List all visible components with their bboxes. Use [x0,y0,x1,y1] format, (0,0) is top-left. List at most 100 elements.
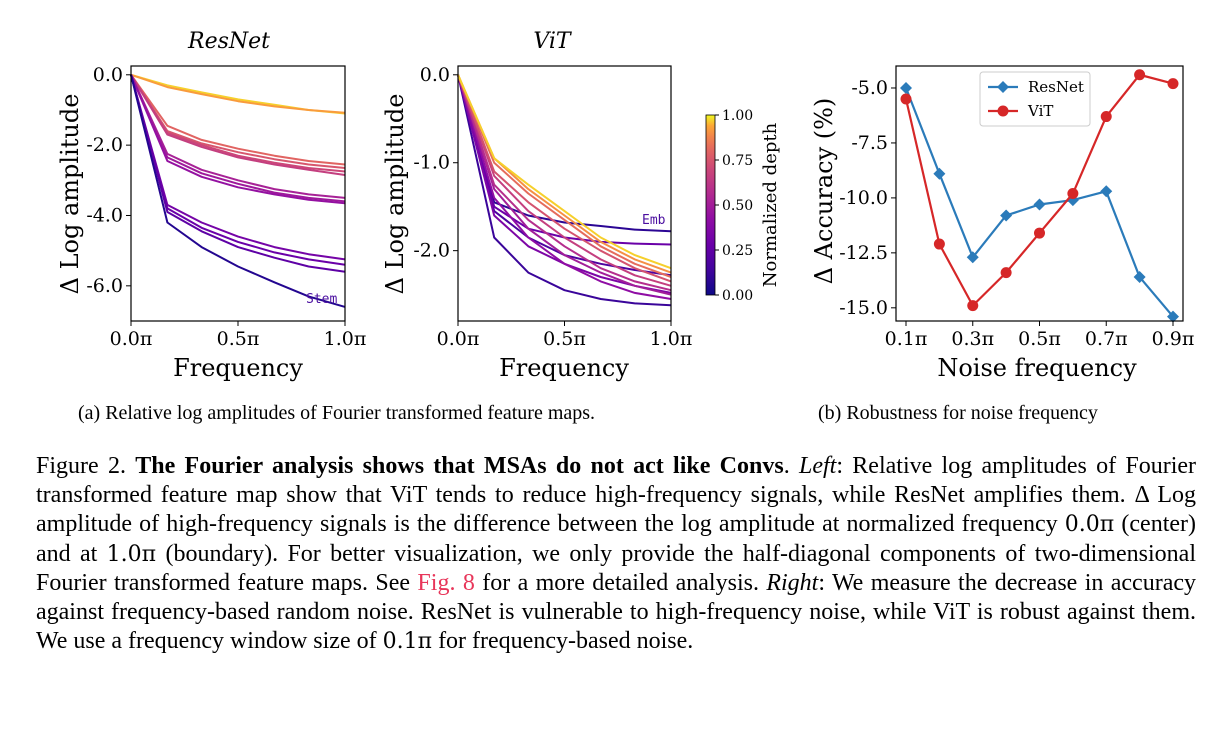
y-tick-label: -2.0 [86,134,123,156]
colorbar-ticks: 1.00 0.75 0.50 0.25 0.00 [715,108,753,304]
x-tick-label: 0.1π [885,328,928,350]
legend-marker-vit [997,105,1009,117]
x-tick-label: 1.0π [650,328,693,350]
chart-title: ViT [533,29,573,54]
math-boundary: 1.0π [106,541,157,567]
axis-ticks: 0.0π 0.5π 1.0π 0.0 -1.0 -2.0 [413,64,692,350]
annotation-stem: Stem [306,292,337,307]
line-series-group [457,74,672,307]
x-axis-label: Frequency [499,354,629,382]
data-point-resnet [1133,271,1146,284]
y-tick-label: -4.0 [86,204,123,226]
line-series-group [130,73,346,308]
series-line [130,73,346,114]
x-tick-label: 0.7π [1085,328,1128,350]
colorbar-tick-label: 1.00 [722,108,753,124]
caption-boundary-text: (boundary). For better visualization, we… [36,540,1196,596]
y-axis-label: Δ Log amplitude [56,94,84,295]
data-point-resnet [1166,310,1179,323]
figure-label: Figure 2. [36,453,126,479]
colorbar-tick-label: 0.25 [722,243,753,259]
caption-left-text: : Relative log amplitudes of Fourier tra… [36,453,1197,538]
data-point-vit [1034,227,1045,239]
series-line [457,74,672,233]
data-point-vit [1134,69,1146,81]
series-line [130,74,346,176]
series-line [457,74,672,300]
x-tick-label: 0.5π [1018,328,1061,350]
y-tick-label: -5.0 [851,77,888,99]
series-line [130,74,346,166]
series-line [130,74,346,199]
figure-caption: Figure 2. The Fourier analysis shows tha… [36,453,1197,655]
data-point-vit [1000,267,1012,279]
vit-chart: ViT 0.0π 0.5π 1.0π 0.0 -1.0 -2.0 Emb Frequenc… [381,29,692,382]
y-tick-label: -2.0 [413,240,450,262]
annotation-emb: Emb [642,213,666,228]
data-point-vit [1067,188,1079,199]
x-axis-label: Noise frequency [937,354,1137,382]
series-line [457,74,672,283]
caption-right-text: : We measure the decrease in accuracy ag… [36,569,1197,655]
caption-center-word: (center) and at [36,511,1196,567]
chart-title: ResNet [187,29,270,54]
caption-bold-title: The Fourier analysis shows that MSAs do … [135,453,784,479]
subcaption-a: (a) Relative log amplitudes of Fourier t… [78,402,596,424]
series-line [130,74,346,308]
figure-reference-link[interactable]: Fig. 8 [417,569,475,596]
data-point-resnet [1000,209,1013,222]
y-axis-label: Δ Log amplitude [381,94,409,295]
data-point-resnet [933,167,946,180]
line-series-group [900,69,1179,323]
series-line [457,74,672,270]
y-tick-label: 0.0 [420,64,450,86]
series-line [457,74,672,296]
x-tick-label: 0.0π [110,328,153,350]
series-line [130,74,346,273]
legend-label-vit: ViT [1027,102,1053,120]
x-tick-label: 1.0π [324,328,367,350]
data-point-resnet [900,81,913,94]
series-line [457,74,672,278]
math-window: 0.1π [382,629,433,655]
colorbar-label: Normalized depth [760,122,781,287]
math-center: 0.0π [1064,512,1115,538]
axis-ticks: 0.1π 0.3π 0.5π 0.7π 0.9π -5.0 -7.5 -10.0 -12.5 -1… [839,77,1194,350]
legend-label-resnet: ResNet [1028,78,1084,96]
colorbar-gradient [705,114,716,296]
y-tick-label: -1.0 [413,152,450,174]
series-line [130,74,346,261]
colorbar-tick-label: 0.50 [722,198,753,214]
subcaption-b: (b) Robustness for noise frequency [818,402,1098,424]
x-axis-label: Frequency [173,354,303,382]
y-tick-label: -15.0 [839,297,888,319]
colorbar-tick-label: 0.75 [722,153,753,169]
y-tick-label: 0.0 [93,64,123,86]
data-point-vit [900,93,912,105]
axis-ticks: 0.0π 0.5π 1.0π 0.0 -2.0 -4.0 -6.0 [86,64,366,350]
legend-marker-resnet [997,81,1009,93]
data-point-vit [1100,111,1112,123]
x-tick-label: 0.3π [951,328,994,350]
y-tick-label: -6.0 [86,275,123,297]
x-tick-label: 0.9π [1152,328,1195,350]
caption-left-label: Left [799,453,837,479]
caption-right-label: Right [766,569,819,596]
data-point-vit [1167,78,1179,90]
series-line [130,73,346,115]
legend: ResNet ViT [979,71,1091,127]
series-line [130,74,346,205]
x-tick-label: 0.5π [217,328,260,350]
series-line [130,74,346,203]
y-tick-label: -10.0 [839,187,888,209]
resnet-chart: ResNet 0.0π 0.5π 1.0π0.0-2.0-4.0-6.0 Stem … [56,29,366,382]
series-line [457,74,672,307]
series-line [457,74,672,287]
data-point-vit [967,300,979,312]
y-tick-label: -12.5 [839,242,888,264]
data-point-vit [933,238,945,250]
data-point-resnet [966,251,979,264]
caption-after-ref: for a more detailed analysis. [474,569,767,596]
data-point-resnet [1100,185,1113,198]
figure: ResNet 0.0π 0.5π 1.0π0.0-2.0-4.0-6.0 Stem … [56,29,1194,382]
